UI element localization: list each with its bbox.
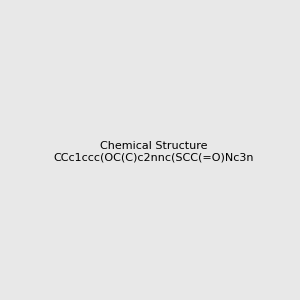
Text: Chemical Structure
CCc1ccc(OC(C)c2nnc(SCC(=O)Nc3n: Chemical Structure CCc1ccc(OC(C)c2nnc(SC… — [53, 141, 254, 162]
